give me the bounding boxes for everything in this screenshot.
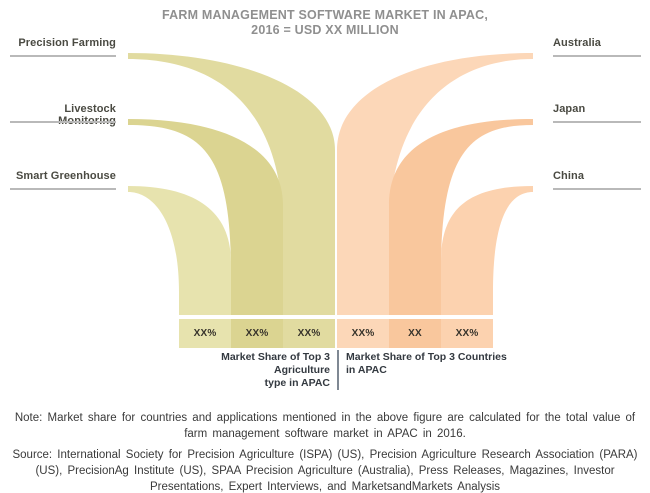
label-australia: Australia bbox=[553, 37, 601, 49]
caption-countries-group: Market Share of Top 3 Countries in APAC bbox=[346, 351, 516, 377]
share-box-australia: XX% bbox=[337, 319, 389, 348]
flow-australia bbox=[337, 53, 533, 315]
underline-precision-farming bbox=[10, 55, 116, 57]
caption-divider bbox=[337, 350, 339, 390]
figure-note: Note: Market share for countries and app… bbox=[14, 412, 636, 440]
caption-countries-line1: Market Share of Top 3 Countries bbox=[346, 351, 507, 363]
chart-title-line2: 2016 = USD XX MILLION bbox=[251, 23, 399, 37]
chart-title-line1: FARM MANAGEMENT SOFTWARE MARKET IN APAC, bbox=[161, 8, 489, 22]
figure-source: Source: International Society for Precis… bbox=[12, 449, 638, 493]
flow-precision-farming bbox=[128, 53, 335, 315]
share-box-china: XX% bbox=[441, 319, 493, 348]
chart-title: FARM MANAGEMENT SOFTWARE MARKET IN APAC,… bbox=[0, 8, 650, 38]
share-box-precision-farming: XX% bbox=[283, 319, 335, 348]
label-japan: Japan bbox=[553, 103, 586, 115]
flow-livestock-monitoring bbox=[128, 119, 283, 315]
caption-agriculture-group: Market Share of Top 3 Agriculture type i… bbox=[175, 351, 330, 390]
caption-agriculture-line2: type in APAC bbox=[264, 377, 330, 389]
label-precision-farming: Precision Farming bbox=[18, 37, 116, 49]
underline-china bbox=[553, 188, 641, 190]
caption-countries-line2: in APAC bbox=[346, 364, 387, 376]
underline-australia bbox=[553, 55, 641, 57]
share-box-smart-greenhouse: XX% bbox=[179, 319, 231, 348]
label-china: China bbox=[553, 170, 585, 182]
underline-smart-greenhouse bbox=[10, 188, 116, 190]
underline-japan bbox=[553, 121, 641, 123]
caption-agriculture-line1: Market Share of Top 3 Agriculture bbox=[221, 351, 330, 376]
label-smart-greenhouse: Smart Greenhouse bbox=[15, 170, 116, 182]
underline-livestock-monitoring bbox=[10, 121, 116, 123]
share-box-livestock-monitoring: XX% bbox=[231, 319, 283, 348]
flow-china bbox=[441, 186, 533, 315]
flow-smart-greenhouse bbox=[128, 186, 231, 315]
share-box-japan: XX bbox=[389, 319, 441, 348]
flow-japan bbox=[389, 119, 533, 315]
